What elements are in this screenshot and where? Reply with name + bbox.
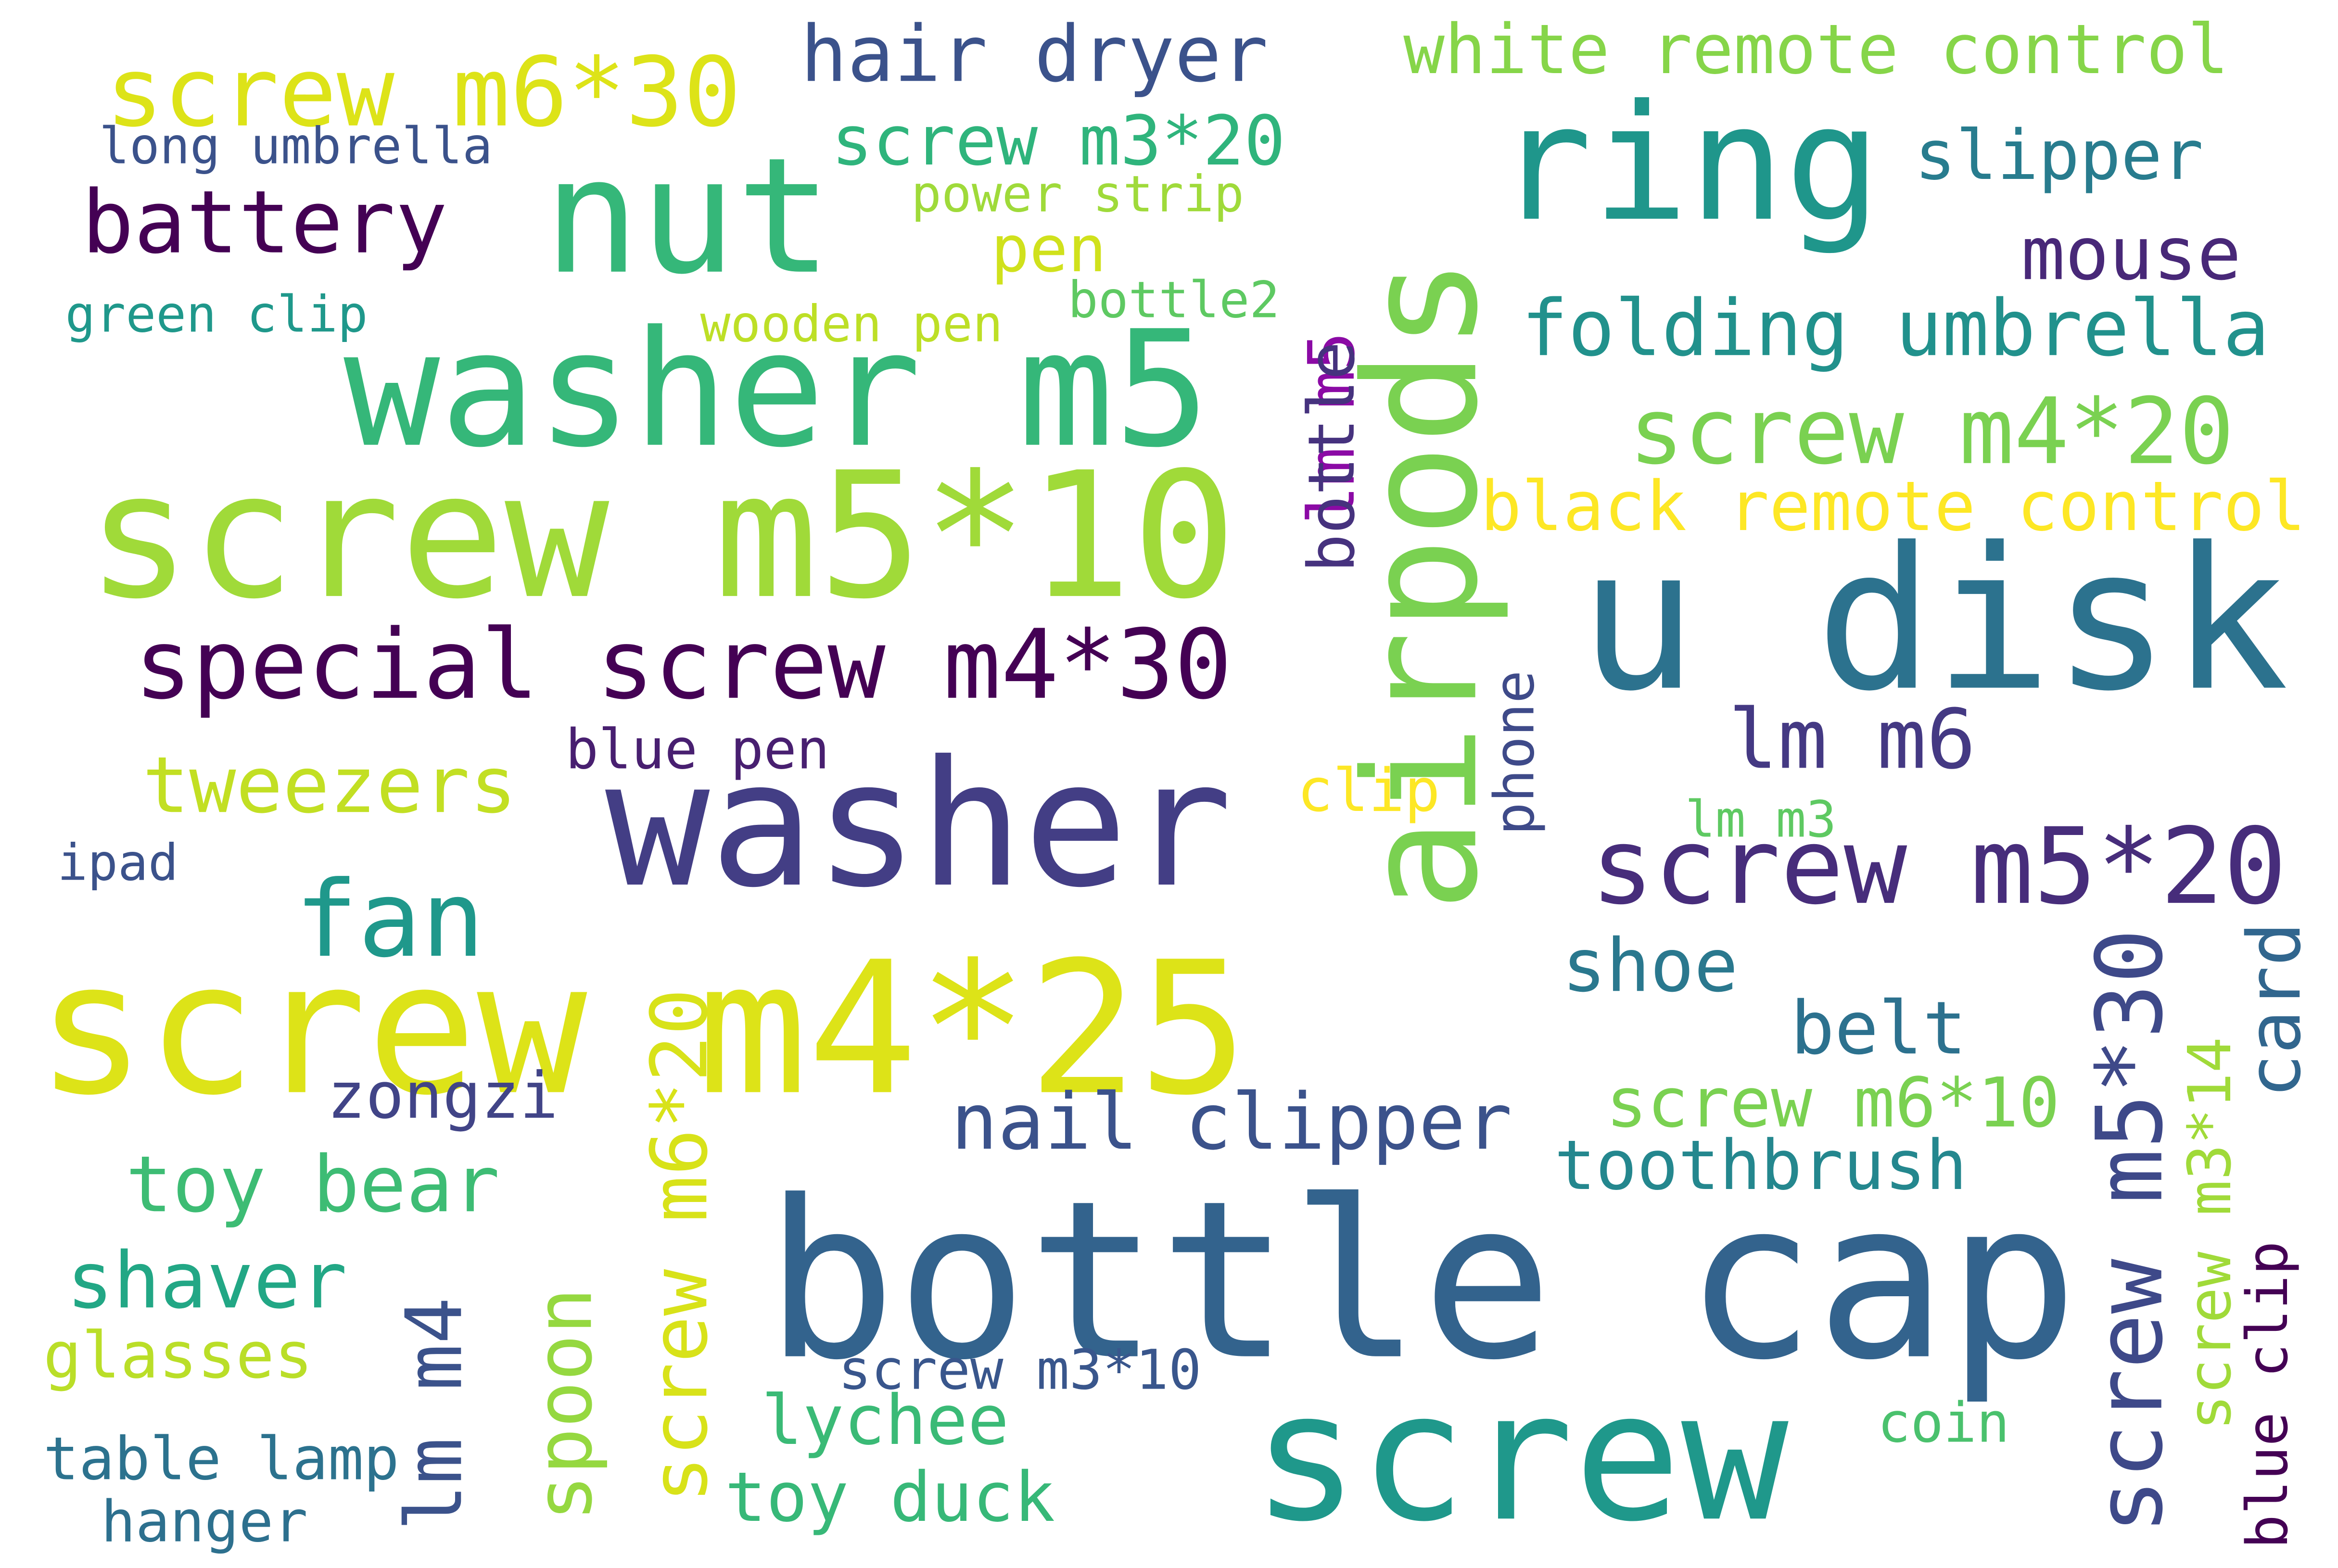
word-white-remote-control: white remote control	[1403, 10, 2229, 89]
word-fan: fan	[295, 858, 485, 981]
word-shoe: shoe	[1562, 923, 1738, 1008]
word-green-clip: green clip	[65, 285, 368, 344]
word-bottle: bottle	[1295, 341, 1369, 572]
word-tweezers: tweezers	[142, 740, 517, 831]
word-toy-duck: toy duck	[725, 1457, 1055, 1537]
word-airpods: airpods	[1332, 257, 1512, 911]
word-slipper: slipper	[1915, 115, 2204, 195]
word-power-strip: power strip	[911, 165, 1244, 224]
word-lm-m5: lm m5	[1295, 332, 1369, 524]
word-bottle-cap: bottle cap	[765, 1154, 2078, 1408]
word-u-disk: u disk	[1579, 506, 2289, 734]
word-phone: phone	[1483, 670, 1547, 835]
word-card: card	[2232, 922, 2317, 1098]
word-washer-m5: washer m5	[343, 297, 1210, 483]
word-screw-m5-30: screw m5*30	[2077, 929, 2183, 1534]
word-shaver: shaver	[66, 1236, 347, 1326]
word-glasses: glasses	[43, 1319, 313, 1393]
word-lm-m4: lm m4	[389, 1297, 480, 1531]
word-spoon: spoon	[519, 1288, 610, 1521]
word-screw-m3-20: screw m3*20	[831, 101, 1285, 181]
word-black-remote-control: black remote control	[1480, 467, 2306, 546]
word-ring: ring	[1496, 71, 1881, 257]
word-blue-clip: blue clip	[2234, 1241, 2300, 1549]
word-screw-m4-20: screw m4*20	[1629, 379, 2234, 485]
word-nail-clipper: nail clipper	[951, 1077, 1512, 1167]
word-lm-m3: lm m3	[1685, 790, 1837, 849]
word-mouse: mouse	[2021, 211, 2241, 296]
word-wooden-pen: wooden pen	[700, 295, 1003, 354]
word-coin: coin	[1878, 1391, 2010, 1455]
word-lm-m6: lm m6	[1728, 692, 1976, 787]
word-screw-m3-14: screw m3*14	[2175, 1037, 2245, 1430]
word-folding-umbrella: folding umbrella	[1521, 283, 2270, 374]
word-screw-m4-25: screw m4*25	[36, 923, 1248, 1136]
word-nut: nut	[544, 124, 833, 310]
word-screw-m6-10: screw m6*10	[1606, 1063, 2060, 1143]
word-special-screw-m4-30: special screw m4*30	[134, 609, 1232, 721]
word-hair-dryer: hair dryer	[801, 9, 1268, 100]
word-screw-m5-10: screw m5*10	[87, 435, 1237, 637]
word-screw-m3-10: screw m3*10	[839, 1338, 1202, 1402]
word-clip: clip	[1297, 756, 1440, 825]
word-toothbrush: toothbrush	[1554, 1125, 1967, 1205]
word-screw: screw	[1252, 1353, 1790, 1561]
word-ipad: ipad	[57, 834, 178, 892]
word-long-umbrella: long umbrella	[99, 117, 493, 176]
word-hanger: hanger	[101, 1489, 308, 1555]
word-zongzi: zongzi	[327, 1059, 558, 1133]
word-toy-bear: toy bear	[126, 1139, 500, 1230]
word-screw-m5-20: screw m5*20	[1591, 805, 2287, 928]
word-blue-pen: blue pen	[566, 718, 830, 782]
word-table-lamp: table lamp	[43, 1425, 399, 1493]
word-battery: battery	[82, 172, 448, 273]
word-lychee: lychee	[762, 1380, 1009, 1460]
word-screw-m6-20: screw m6*20	[635, 988, 725, 1503]
word-belt: belt	[1791, 986, 1967, 1071]
word-washer: washer	[605, 724, 1233, 926]
word-screw-m6-30-top: screw m6*30	[106, 37, 741, 149]
word-bottle2: bottle2	[1068, 271, 1280, 329]
word-pen: pen	[991, 213, 1106, 287]
